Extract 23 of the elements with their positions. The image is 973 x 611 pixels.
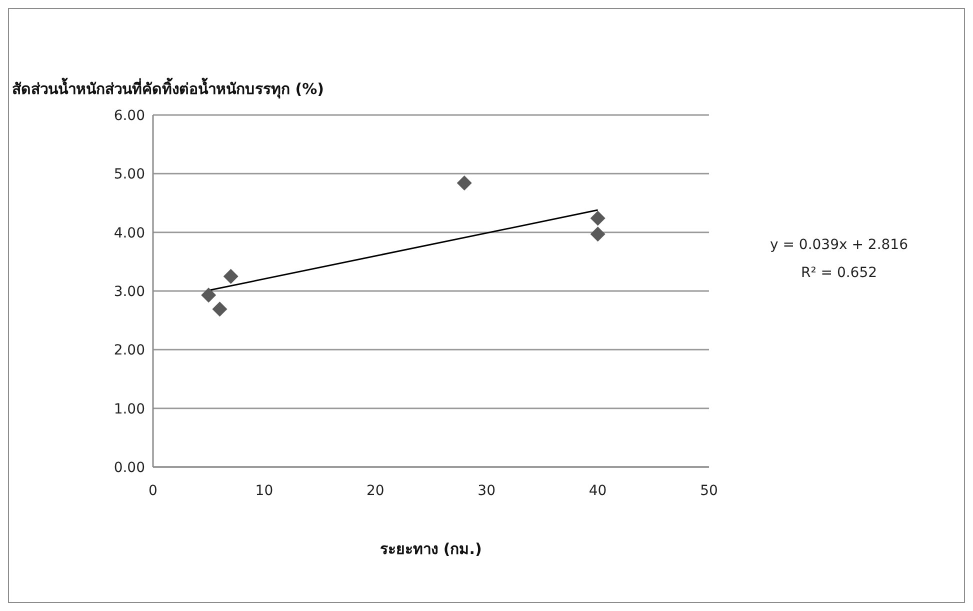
x-tick-label: 10 xyxy=(255,482,274,499)
y-tick-label: 6.00 xyxy=(114,108,145,124)
y-tick-label: 3.00 xyxy=(114,284,145,300)
y-tick-label: 0.00 xyxy=(114,460,145,476)
y-tick-label: 2.00 xyxy=(114,342,145,359)
y-tick-label: 5.00 xyxy=(114,166,145,183)
y-axis-title: สัดส่วนน้ำหนักส่วนที่คัดทิ้งต่อน้ำหนักบรรทุก (%) xyxy=(12,77,324,100)
point xyxy=(590,226,606,242)
x-tick-label: 40 xyxy=(588,482,607,499)
x-tick-label: 0 xyxy=(148,482,158,499)
point xyxy=(590,210,606,226)
y-tick-label: 1.00 xyxy=(114,401,145,418)
point xyxy=(223,268,238,284)
point xyxy=(212,302,228,317)
x-axis-title: ระยะทาง (กม.) xyxy=(379,539,483,560)
x-tick-label: 20 xyxy=(366,482,384,499)
point xyxy=(201,288,216,303)
x-tick-label: 30 xyxy=(478,482,496,499)
point xyxy=(456,176,472,191)
x-tick-label: 50 xyxy=(700,482,718,499)
y-tick-label: 4.00 xyxy=(114,225,145,242)
text: y = 0.039x + 2.816 xyxy=(769,236,909,255)
text: R² = 0.652 xyxy=(800,264,878,283)
